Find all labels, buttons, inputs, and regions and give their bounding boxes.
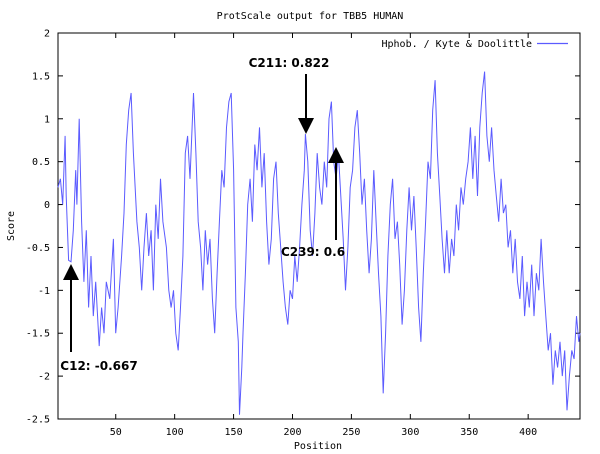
- y-tick-label: 0: [44, 200, 50, 211]
- annotation-c211-label: C211: 0.822: [249, 56, 330, 70]
- x-axis-ticks: 50 100 150 200 250 300 350 400: [110, 33, 537, 438]
- annotation-c211: C211: 0.822: [249, 56, 330, 134]
- annotation-c239-label: C239: 0.6: [281, 245, 345, 259]
- x-tick-label: 150: [225, 427, 243, 438]
- y-tick-label: 1.5: [32, 71, 50, 82]
- y-tick-label: 1: [44, 114, 50, 125]
- annotation-c12: C12: -0.667: [60, 264, 138, 373]
- y-axis-ticks: -2.5 -2 -1.5 -1 -0.5 0 0.5 1 1.5 2: [26, 29, 580, 426]
- plot-frame: [57, 32, 581, 420]
- y-tick-label: -2: [38, 372, 50, 383]
- x-tick-label: 100: [166, 427, 184, 438]
- chart-title: ProtScale output for TBB5 HUMAN: [217, 11, 404, 22]
- y-tick-label: 0.5: [32, 157, 50, 168]
- annotation-c12-label: C12: -0.667: [60, 359, 137, 373]
- legend-label: Hphob. / Kyte & Doolittle: [381, 39, 532, 50]
- x-axis-label: Position: [294, 441, 342, 452]
- y-tick-label: 2: [44, 29, 50, 40]
- x-tick-label: 300: [401, 427, 419, 438]
- hydrophobicity-series-line: [57, 71, 581, 415]
- annotation-c239: C239: 0.6: [281, 147, 345, 259]
- x-tick-label: 400: [519, 427, 537, 438]
- y-tick-label: -1.5: [26, 329, 50, 340]
- x-tick-label: 350: [460, 427, 478, 438]
- x-tick-label: 50: [110, 427, 122, 438]
- y-tick-label: -0.5: [26, 243, 50, 254]
- x-tick-label: 250: [342, 427, 360, 438]
- y-tick-label: -2.5: [26, 415, 50, 426]
- x-tick-label: 200: [283, 427, 301, 438]
- y-tick-label: -1: [38, 286, 50, 297]
- y-axis-label: Score: [6, 211, 17, 241]
- legend: Hphob. / Kyte & Doolittle: [381, 39, 568, 50]
